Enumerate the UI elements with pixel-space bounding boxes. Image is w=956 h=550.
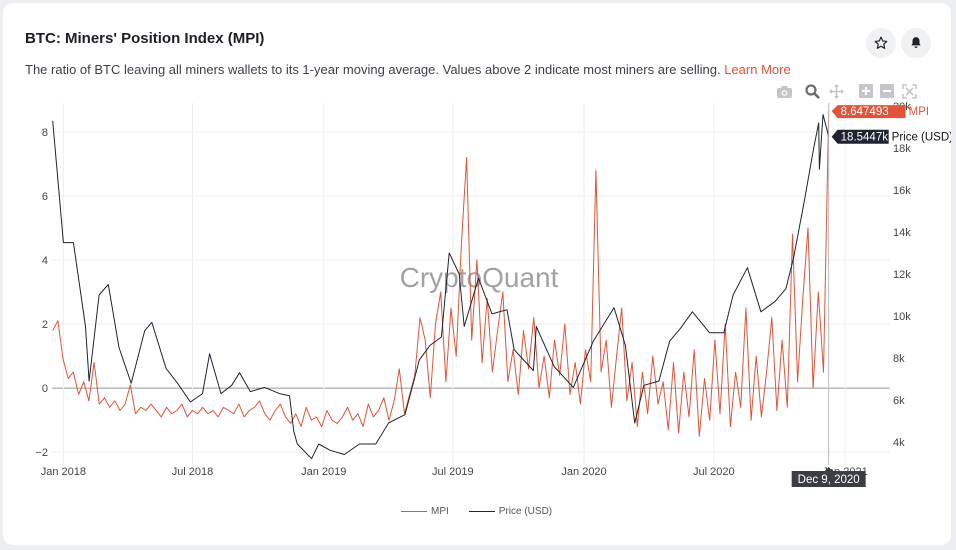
chart-card: BTC: Miners' Position Index (MPI) The ra… xyxy=(3,3,951,545)
hover-date-box xyxy=(791,467,866,487)
y-left-tick-label: 0 xyxy=(42,383,48,395)
hover-mpi-label: MPI xyxy=(909,106,929,118)
hover-mpi-value: 8.647493 xyxy=(841,106,889,118)
chart-svg[interactable]: 8 6 4 2 0 −2 Jan 2018 Jul 2018 Jan 2019 Jul 2019 J… xyxy=(3,3,951,545)
y-left-tick-label: 2 xyxy=(42,319,48,331)
legend-item-mpi[interactable]: MPI xyxy=(401,506,449,517)
legend-item-price[interactable]: Price (USD) xyxy=(468,506,553,517)
x-tick-label: Jan 2019 xyxy=(301,466,346,478)
chart-title: BTC: Miners' Position Index (MPI) xyxy=(25,30,265,47)
y-right-tick-label: 10k xyxy=(893,311,911,323)
autoscale-icon[interactable] xyxy=(901,83,917,99)
mpi-line xyxy=(52,111,830,437)
legend-label-mpi: MPI xyxy=(431,506,449,517)
hover-mpi-box xyxy=(831,105,906,119)
y-left-tick-label: −2 xyxy=(35,447,48,459)
y-left-tick-label: 4 xyxy=(42,255,48,267)
hover-price-box xyxy=(831,129,889,144)
y-right-tick-label: 18k xyxy=(893,143,911,155)
bell-icon xyxy=(911,37,921,48)
hover-date-label: Dec 9, 2020 xyxy=(798,474,860,486)
y-right-tick-label: 16k xyxy=(893,185,911,197)
x-tick-label: Jul 2018 xyxy=(172,466,214,478)
zoom-out-icon[interactable] xyxy=(879,83,895,99)
star-icon xyxy=(874,36,888,49)
zoom-in-icon[interactable] xyxy=(858,83,874,99)
x-tick-label: Jan 2018 xyxy=(41,466,86,478)
pan-icon[interactable] xyxy=(828,83,844,99)
price-line xyxy=(52,114,830,460)
camera-icon[interactable] xyxy=(776,83,792,99)
description-text: The ratio of BTC leaving all miners wall… xyxy=(25,62,721,77)
y-right-tick-label: 6k xyxy=(893,395,905,407)
y-right-tick-label: 4k xyxy=(893,437,905,449)
y-left-tick-label: 6 xyxy=(42,191,48,203)
watermark: CryptoQuant xyxy=(400,262,559,293)
chart-description: The ratio of BTC leaving all miners wall… xyxy=(25,62,791,77)
favorite-button[interactable] xyxy=(866,28,896,58)
zoom-icon[interactable] xyxy=(804,83,820,99)
learn-more-link[interactable]: Learn More xyxy=(724,62,791,77)
x-tick-label: Jan 2020 xyxy=(561,466,606,478)
alert-button[interactable] xyxy=(901,28,931,58)
y-right-tick-label: 14k xyxy=(893,227,911,239)
y-left-tick-label: 8 xyxy=(42,127,48,139)
hover-price-label: Price (USD) xyxy=(892,132,951,144)
x-tick-label: Jul 2019 xyxy=(432,466,474,478)
y-right-tick-label: 12k xyxy=(893,269,911,281)
legend-label-price: Price (USD) xyxy=(498,506,553,517)
hover-price-value: 18.5447k xyxy=(841,132,889,144)
y-right-tick-label: 8k xyxy=(893,353,905,365)
x-tick-label: Jul 2020 xyxy=(693,466,735,478)
legend: MPI Price (USD) xyxy=(401,506,552,517)
